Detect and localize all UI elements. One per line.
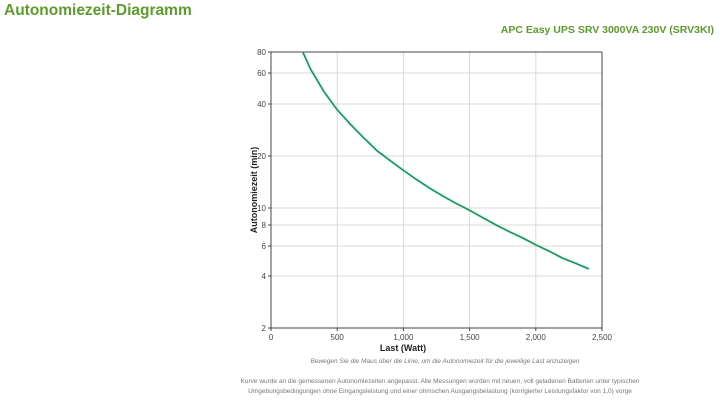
measurement-footnote: Kurve wurde an die gemessenen Autonomiez… (240, 378, 640, 395)
chart-tick-labels: 2 4 6 8 10 20 40 60 80 0 500 1,000 1,500 2,000 2,500 (257, 48, 612, 342)
x-tick-label: 2,500 (592, 333, 613, 342)
y-tick-label: 2 (262, 324, 267, 333)
x-tick-label: 2,000 (526, 333, 547, 342)
runtime-curve[interactable] (302, 51, 590, 270)
x-axis-title: Last (Watt) (380, 343, 426, 353)
y-tick-label: 60 (257, 69, 266, 78)
x-tick-label: 1,500 (460, 333, 481, 342)
y-tick-label: 8 (262, 221, 267, 230)
x-tick-label: 1,000 (393, 333, 414, 342)
y-tick-label: 6 (262, 242, 267, 251)
hover-hint: Bewegen Sie die Maus über die Linie, um … (310, 358, 580, 365)
y-tick-label: 80 (257, 48, 266, 57)
x-tick-label: 0 (269, 333, 274, 342)
page-title: Autonomiezeit-Diagramm (4, 2, 192, 19)
product-title: APC Easy UPS SRV 3000VA 230V (SRV3KI) (500, 24, 714, 36)
chart-grid (271, 52, 602, 328)
y-tick-label: 20 (257, 152, 266, 161)
y-axis-title: Autonomiezeit (min) (249, 147, 259, 234)
y-tick-label: 40 (257, 100, 266, 109)
chart-axes (268, 51, 603, 331)
y-tick-label: 4 (262, 272, 267, 281)
y-tick-label: 10 (257, 204, 266, 213)
x-tick-label: 500 (331, 333, 345, 342)
